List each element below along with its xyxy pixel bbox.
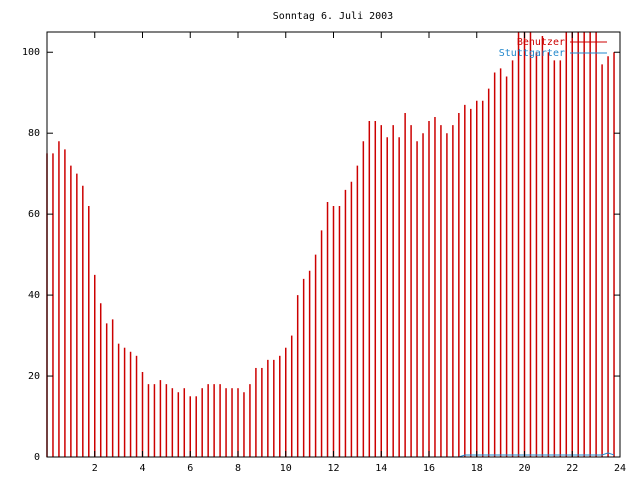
y-tick-label: 20 xyxy=(28,371,40,382)
x-tick-label: 4 xyxy=(139,463,145,474)
x-tick-label: 22 xyxy=(566,463,578,474)
legend-label: Benutzer xyxy=(517,37,565,48)
chart-title: Sonntag 6. Juli 2003 xyxy=(273,11,393,22)
x-tick-label: 6 xyxy=(187,463,193,474)
x-tick-label: 2 xyxy=(92,463,98,474)
x-tick-label: 24 xyxy=(614,463,626,474)
x-tick-label: 14 xyxy=(375,463,387,474)
x-tick-label: 10 xyxy=(280,463,292,474)
y-tick-label: 100 xyxy=(22,47,40,58)
legend-label: Stuttgarter xyxy=(499,48,565,59)
x-tick-label: 16 xyxy=(423,463,435,474)
x-tick-label: 12 xyxy=(327,463,339,474)
y-tick-label: 60 xyxy=(28,209,40,220)
y-tick-label: 80 xyxy=(28,128,40,139)
y-tick-label: 40 xyxy=(28,290,40,301)
x-tick-label: 18 xyxy=(471,463,483,474)
x-tick-label: 20 xyxy=(518,463,530,474)
x-tick-label: 8 xyxy=(235,463,241,474)
y-tick-label: 0 xyxy=(34,452,40,463)
